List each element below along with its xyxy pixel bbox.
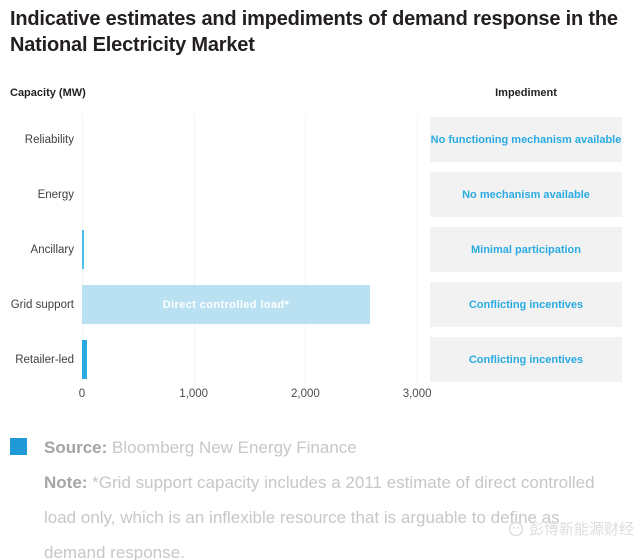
source-value: Bloomberg New Energy Finance [107, 438, 357, 457]
note-line: Note: *Grid support capacity includes a … [44, 465, 606, 560]
note-value: *Grid support capacity includes a 2011 e… [44, 473, 595, 560]
impediment-text: No mechanism available [462, 188, 590, 201]
note-label: Note: [44, 473, 88, 492]
watermark-text: 彭博新能源财经 [528, 521, 634, 538]
impediment-column-header: Impediment [495, 87, 557, 99]
capacity-bar [82, 230, 84, 269]
row-label: Ancillary [30, 243, 74, 256]
capacity-bar [82, 340, 87, 379]
x-tick: 2,000 [291, 388, 320, 400]
footer-text: Source: Bloomberg New Energy Finance Not… [44, 430, 606, 560]
chart-row: Retailer-led Conflicting incentives [0, 332, 640, 387]
impediment-text: Conflicting incentives [468, 298, 584, 311]
source-line: Source: Bloomberg New Energy Finance [44, 430, 606, 465]
bar-label: Direct controlled load* [162, 298, 290, 311]
row-label: Grid support [10, 298, 74, 311]
chart-row: Grid support Direct controlled load* Con… [0, 277, 640, 332]
impediment-text: No functioning mechanism available [430, 133, 622, 146]
impediment-box: No mechanism available [430, 172, 622, 217]
chart-title: Indicative estimates and impediments of … [10, 8, 618, 56]
y-axis-title: Capacity (MW) [10, 87, 86, 99]
gridline [305, 114, 307, 385]
source-label: Source: [44, 438, 108, 457]
impediment-box: Conflicting incentives [430, 337, 622, 382]
capacity-bar: Direct controlled load* [82, 285, 370, 324]
legend-square-icon [10, 438, 27, 455]
x-axis: 0 1,000 2,000 3,000 [0, 388, 640, 404]
gridline [193, 114, 195, 385]
x-tick: 1,000 [179, 388, 209, 400]
x-tick: 3,000 [402, 388, 432, 400]
chart-row: Reliability No functioning mechanism ava… [0, 112, 640, 167]
chart-row: Ancillary Minimal participation [0, 222, 640, 277]
impediment-text: Conflicting incentives [468, 353, 584, 366]
impediment-box: Conflicting incentives [430, 282, 622, 327]
impediment-text: Minimal participation [470, 243, 581, 256]
chart-rows: Reliability No functioning mechanism ava… [0, 112, 640, 387]
row-label: Retailer-led [15, 353, 74, 366]
impediment-box: No functioning mechanism available [430, 117, 622, 162]
row-label: Reliability [24, 133, 74, 146]
chart-footer: Source: Bloomberg New Energy Finance Not… [10, 430, 632, 560]
chart-row: Energy No mechanism available [0, 167, 640, 222]
watermark: 彭博新能源财经 [507, 518, 634, 539]
x-tick: 0 [78, 388, 86, 400]
row-label: Energy [37, 188, 74, 201]
watermark-logo-icon [507, 520, 525, 538]
gridline [417, 114, 419, 385]
impediment-box: Minimal participation [430, 227, 622, 272]
